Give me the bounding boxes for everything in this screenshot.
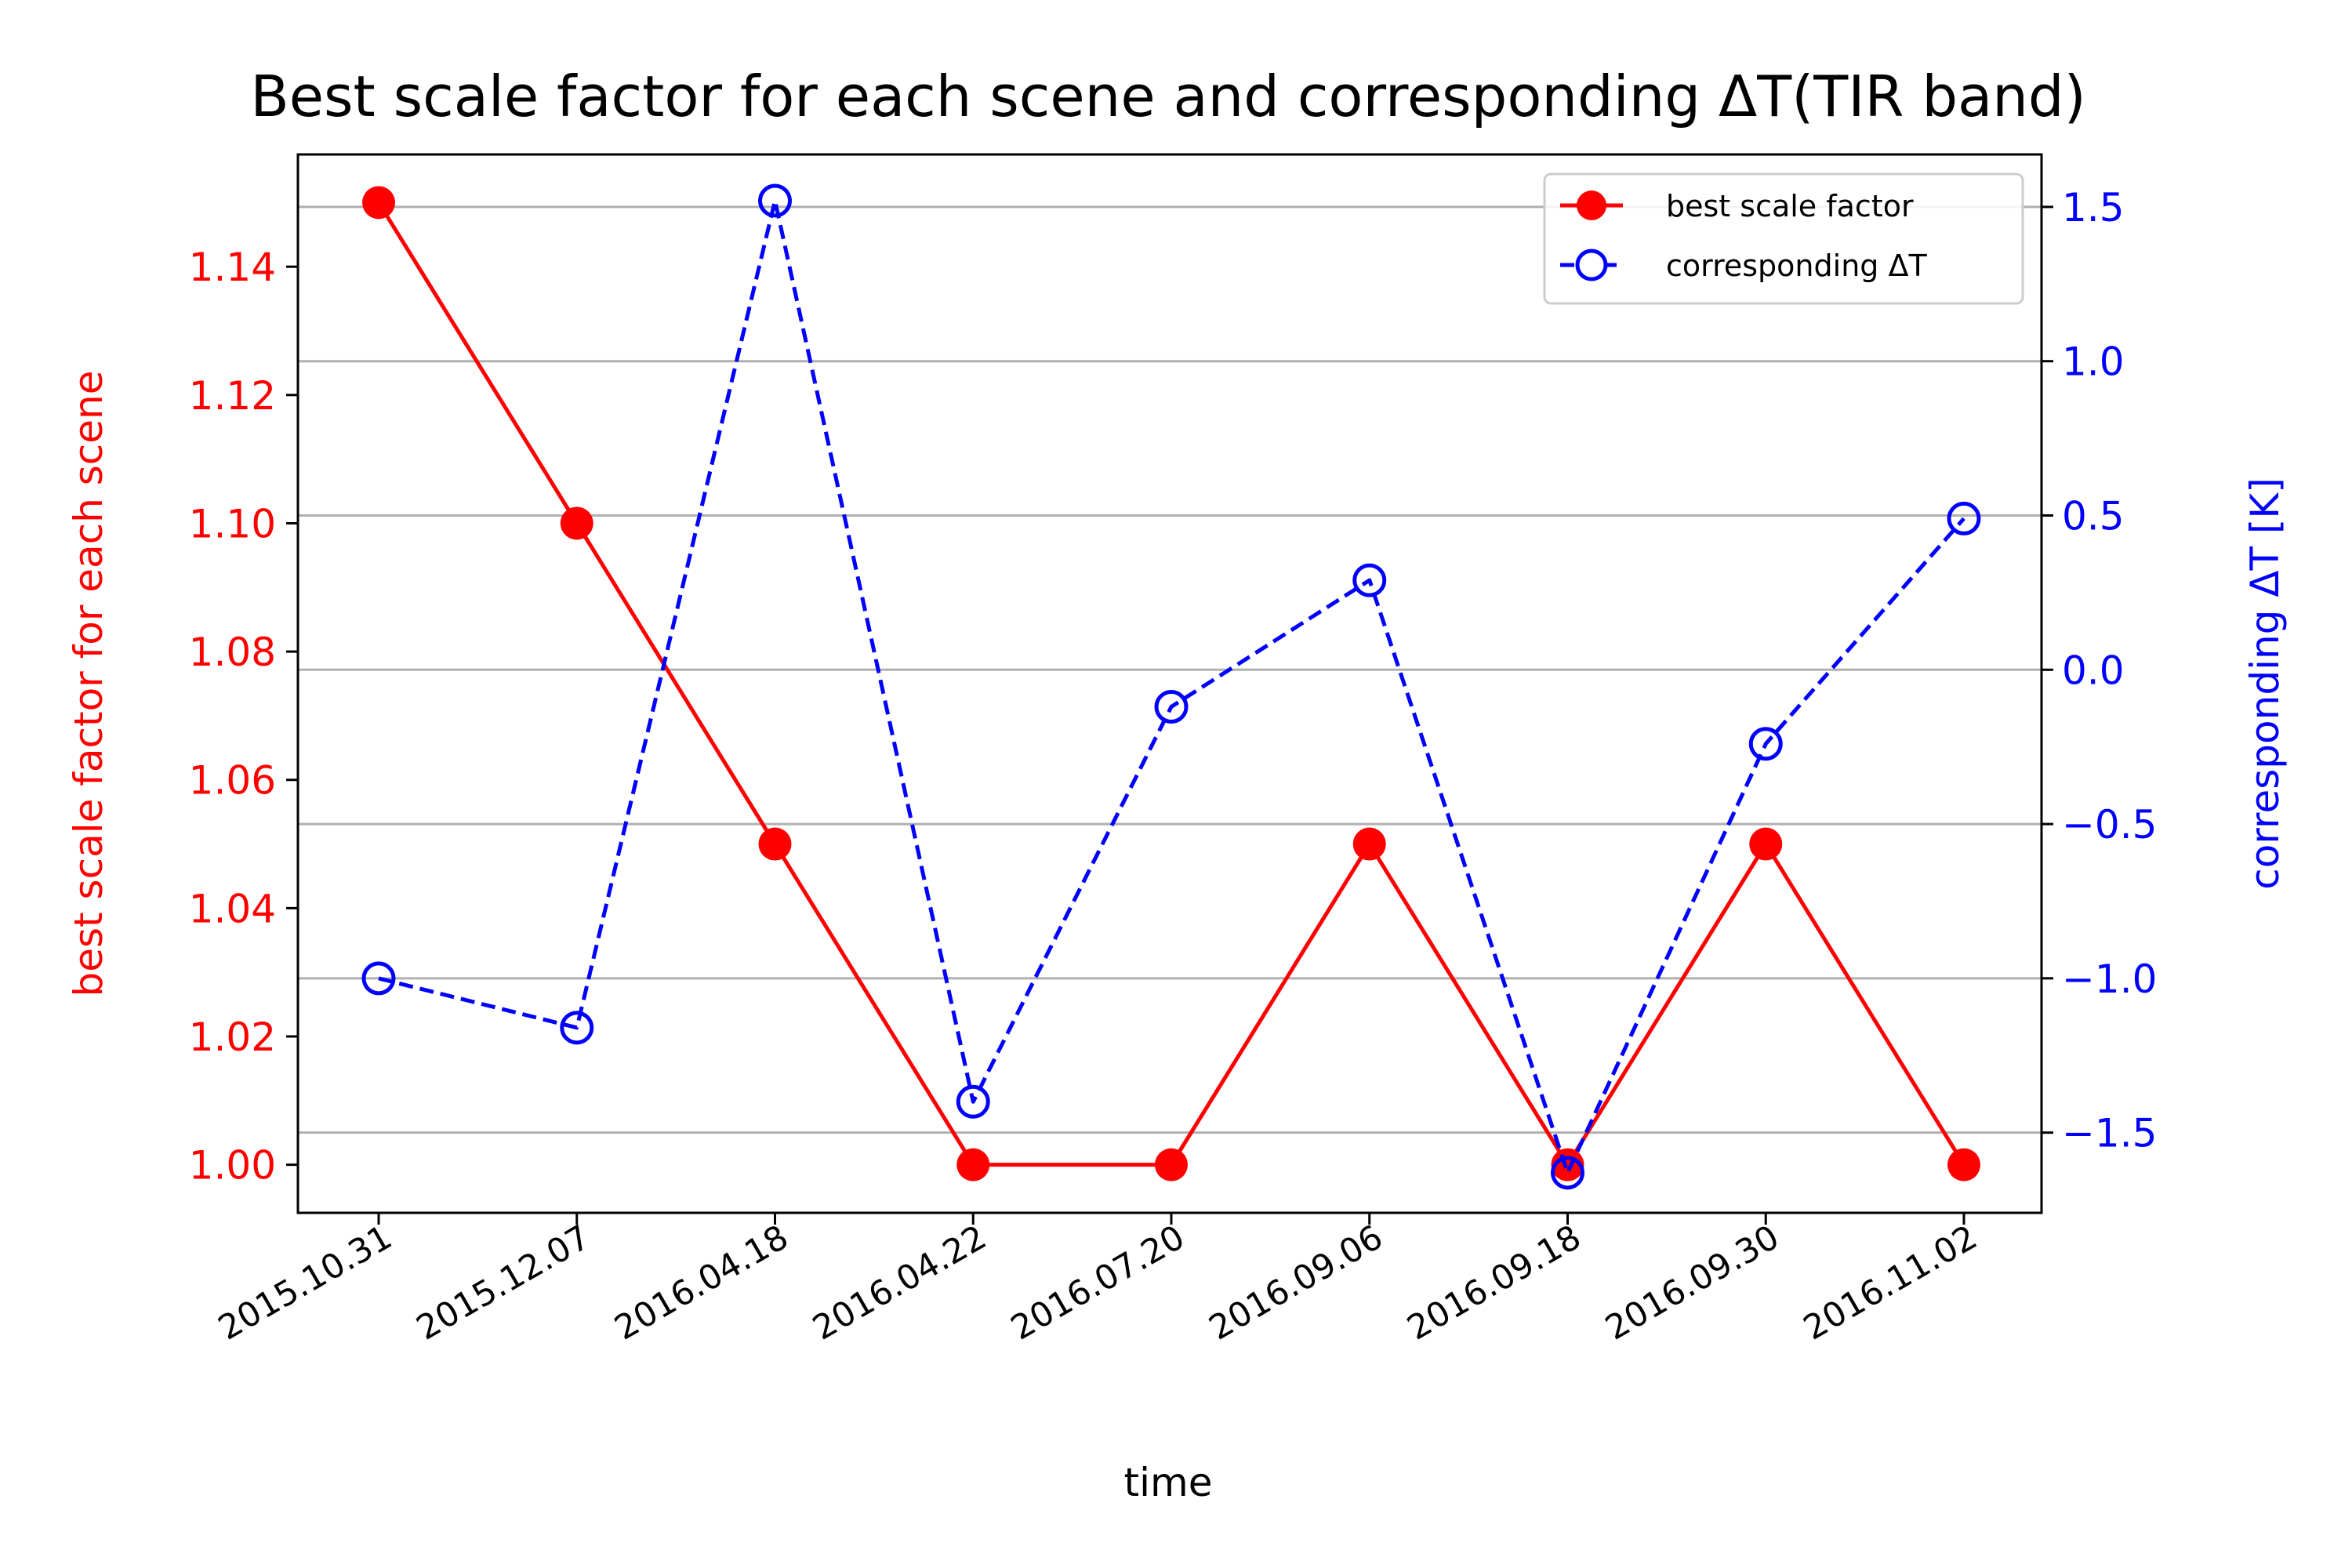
left-y-tick-label: 1.02 bbox=[189, 1014, 276, 1060]
series-line bbox=[376, 201, 1966, 1167]
legend-marker-best-scale-factor bbox=[1577, 191, 1606, 220]
right-y-tick-label: 1.5 bbox=[2062, 185, 2125, 230]
right-y-tick-label: −0.5 bbox=[2062, 802, 2157, 848]
data-point bbox=[560, 1011, 594, 1045]
left-y-tick-label: 1.12 bbox=[189, 373, 276, 419]
left-y-tick-label: 1.06 bbox=[189, 758, 276, 804]
data-point bbox=[1352, 563, 1387, 597]
data-point bbox=[1155, 1148, 1188, 1181]
data-point bbox=[758, 183, 792, 218]
series-line bbox=[378, 198, 1965, 1175]
data-point bbox=[956, 1148, 990, 1181]
right-y-tick-label: 0.5 bbox=[2062, 493, 2125, 539]
x-tick-label: 2015.10.31 bbox=[212, 1218, 398, 1348]
chart-title: Best scale factor for each scene and cor… bbox=[250, 64, 2085, 129]
right-y-tick-label: 1.0 bbox=[2062, 339, 2125, 385]
left-y-tick-label: 1.14 bbox=[189, 245, 276, 290]
right-y-tick-label: −1.5 bbox=[2062, 1111, 2157, 1156]
x-tick-label: 2016.09.06 bbox=[1203, 1218, 1389, 1348]
x-tick-label: 2016.11.02 bbox=[1797, 1218, 1984, 1348]
series-layer bbox=[361, 183, 1981, 1190]
grid-lines bbox=[298, 205, 2042, 1134]
left-y-axis-label: best scale factor for each scene bbox=[66, 370, 111, 996]
data-point bbox=[1947, 501, 1981, 535]
legend-marker-corresponding-delta-t bbox=[1575, 249, 1608, 281]
x-tick-label: 2016.09.30 bbox=[1599, 1218, 1786, 1348]
legend-label-best-scale-factor: best scale factor bbox=[1666, 189, 1914, 223]
data-point bbox=[758, 827, 792, 861]
x-axis: 2015.10.31 2015.12.07 2016.04.18 2016.04.22… bbox=[212, 1213, 1984, 1348]
x-tick-label: 2016.07.20 bbox=[1004, 1218, 1191, 1348]
plot-area bbox=[296, 153, 2043, 1214]
data-point bbox=[1352, 827, 1386, 861]
right-y-axis: −1.5 −1.0 −0.5 0.0 0.5 1.0 1.5 bbox=[2042, 185, 2157, 1156]
data-point bbox=[1749, 827, 1783, 861]
data-point bbox=[1551, 1148, 1584, 1181]
data-point bbox=[1154, 690, 1189, 724]
x-tick-label: 2015.12.07 bbox=[410, 1218, 597, 1348]
left-y-tick-label: 1.00 bbox=[189, 1143, 276, 1189]
legend-label-corresponding-delta-t: corresponding ΔT bbox=[1666, 249, 1927, 283]
right-y-tick-label: 0.0 bbox=[2062, 648, 2125, 693]
data-point bbox=[956, 1084, 990, 1119]
right-y-tick-label: −1.0 bbox=[2062, 956, 2157, 1002]
left-y-tick-label: 1.04 bbox=[189, 886, 276, 931]
legend: best scale factor corresponding ΔT bbox=[1543, 172, 2024, 305]
x-tick-label: 2016.09.18 bbox=[1401, 1218, 1588, 1348]
data-point bbox=[1947, 1148, 1980, 1181]
legend-box bbox=[1543, 172, 2024, 305]
x-axis-label: time bbox=[1124, 1460, 1213, 1505]
data-point bbox=[1748, 727, 1783, 761]
x-tick-label: 2016.04.18 bbox=[608, 1218, 795, 1348]
left-y-axis: 1.00 1.02 1.04 1.06 1.08 1.10 1.12 1.14 bbox=[189, 245, 298, 1189]
data-point bbox=[361, 961, 396, 996]
right-y-axis-label: corresponding ΔT [K] bbox=[2242, 477, 2288, 889]
series-best-scale-factor bbox=[362, 186, 1980, 1181]
series-corresponding-delta-t bbox=[361, 183, 1981, 1190]
data-point bbox=[560, 506, 593, 540]
data-point bbox=[362, 186, 395, 220]
data-point bbox=[1551, 1156, 1584, 1190]
left-y-tick-label: 1.10 bbox=[189, 501, 276, 546]
x-tick-label: 2016.04.22 bbox=[807, 1218, 993, 1348]
left-y-tick-label: 1.08 bbox=[189, 630, 276, 675]
